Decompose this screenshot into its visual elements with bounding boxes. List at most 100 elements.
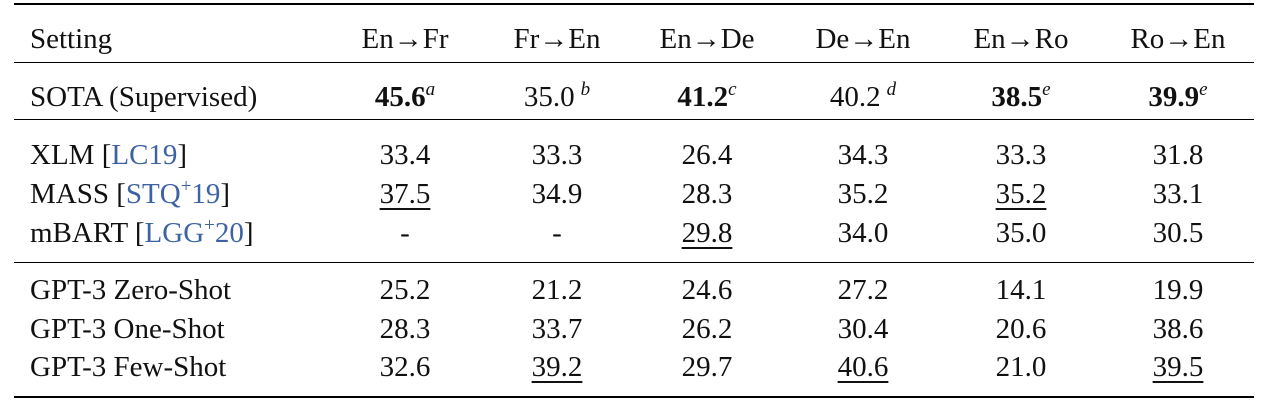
score: 39.2 [531,351,583,383]
citation: 19 [191,178,221,210]
row-label: SOTA (Supervised) [30,79,257,115]
column-header: En→De [659,23,755,55]
column-header: Ro→En [1130,23,1226,55]
label-text: ] [177,139,188,171]
score-cell: 21.0 [936,349,1106,385]
score-cell: 40.2 d [778,79,948,115]
score-cell: 35.0 [936,215,1106,251]
score: 20.6 [995,313,1047,345]
score-cell: 28.3 [320,311,490,347]
score-cell: 33.3 [936,137,1106,173]
score: 35.0 [523,81,575,113]
score-cell: 30.5 [1093,215,1263,251]
score: 38.5 [991,81,1043,113]
score-cell: 33.3 [472,137,642,173]
row-label: GPT-3 One-Shot [30,311,225,347]
score-cell: 34.0 [778,215,948,251]
score: 40.2 [829,81,881,113]
score-cell: 35.2 [936,176,1106,212]
score-cell: 35.2 [778,176,948,212]
row-label: GPT-3 Few-Shot [30,349,226,385]
citation: + [180,176,192,197]
score-cell: 20.6 [936,311,1106,347]
label-text: SOTA (Supervised) [30,81,258,113]
score-cell: 28.3 [622,176,792,212]
label-text: GPT-3 One-Shot [30,313,225,345]
score-cell: 34.3 [778,137,948,173]
row-label: mBART [LGG+20] [30,215,254,251]
label-text: ] [220,178,231,210]
score-cell: 14.1 [936,272,1106,308]
score: - [552,217,562,249]
label-text: MASS [ [30,178,126,210]
score-cell: 30.4 [778,311,948,347]
citation: STQ [125,178,181,210]
label-text: GPT-3 Zero-Shot [30,274,232,306]
score-cell: 33.1 [1093,176,1263,212]
label-text: XLM [ [30,139,112,171]
top-rule [14,3,1254,5]
section-rule [14,119,1254,120]
score: 45.6 [374,81,426,113]
score-cell: 39.2 [472,349,642,385]
score-cell: 25.2 [320,272,490,308]
score: 32.6 [379,351,431,383]
score-cell: 35.0 b [472,79,642,115]
score-cell: - [472,215,642,251]
score: 33.7 [531,313,583,345]
column-header: De→En [815,23,911,55]
score-cell: 38.5e [936,79,1106,115]
column-header: En→Ro [973,23,1069,55]
column-header: Fr→En [513,23,601,55]
score-cell: 29.8 [622,215,792,251]
score: 27.2 [837,274,889,306]
column-header: Setting [30,23,113,55]
score: 29.7 [681,351,733,383]
score: 28.3 [379,313,431,345]
score: 25.2 [379,274,431,306]
score: 26.2 [681,313,733,345]
score: 34.0 [837,217,889,249]
footnote-marker: d [886,79,897,100]
header-rule [14,62,1254,63]
score: 33.1 [1152,178,1204,210]
score-cell: 33.4 [320,137,490,173]
score: 35.2 [837,178,889,210]
citation: LGG [144,217,205,249]
bottom-rule [14,396,1254,398]
section-rule [14,262,1254,263]
score-cell: 37.5 [320,176,490,212]
score: 29.8 [681,217,733,249]
citation: 20 [214,217,244,249]
score: 34.3 [837,139,889,171]
footnote-marker: b [580,79,591,100]
score-cell: - [320,215,490,251]
score-cell: 32.6 [320,349,490,385]
score: 41.2 [677,81,729,113]
score: - [400,217,410,249]
score: 30.5 [1152,217,1204,249]
row-label: XLM [LC19] [30,137,187,173]
score: 14.1 [995,274,1047,306]
score-cell: 19.9 [1093,272,1263,308]
column-header: En→Fr [361,23,449,55]
score: 33.4 [379,139,431,171]
score-cell: 21.2 [472,272,642,308]
label-text: GPT-3 Few-Shot [30,351,227,383]
score-cell: 45.6a [320,79,490,115]
score: 37.5 [379,178,431,210]
citation: + [204,215,215,236]
score: 31.8 [1152,139,1204,171]
label-text: mBART [ [30,217,145,249]
row-label: GPT-3 Zero-Shot [30,272,231,308]
score: 21.2 [531,274,583,306]
score: 30.4 [837,313,889,345]
footnote-marker: e [1042,79,1051,100]
score-cell: 24.6 [622,272,792,308]
footnote-marker: a [425,79,436,100]
score: 39.5 [1152,351,1204,383]
score-cell: 39.5 [1093,349,1263,385]
citation: LC19 [111,139,178,171]
score-cell: 27.2 [778,272,948,308]
